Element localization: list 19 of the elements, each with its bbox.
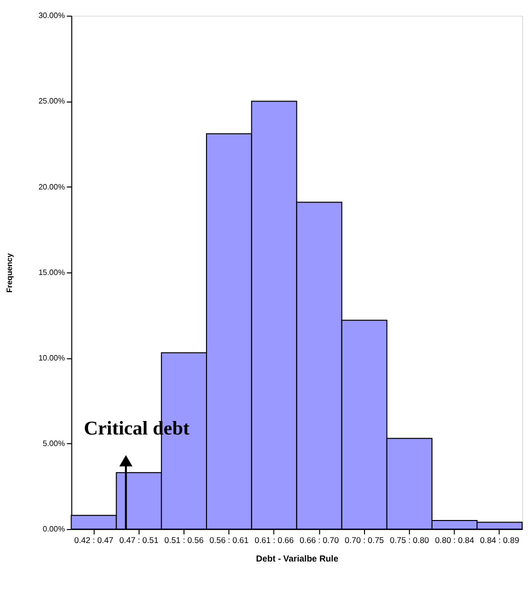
y-tick-label: 5.00% xyxy=(42,438,65,448)
x-tick-label: 0.42 : 0.47 xyxy=(74,535,114,546)
y-tick-label: 0.00% xyxy=(42,524,65,534)
x-tick-label: 0.70 : 0.75 xyxy=(344,535,384,546)
x-tick-label: 0.75 : 0.80 xyxy=(390,535,430,546)
x-tick-label: 0.66 : 0.70 xyxy=(300,535,340,546)
x-axis-title: Debt - Varialbe Rule xyxy=(256,553,338,564)
y-axis-title: Frequency xyxy=(5,252,14,293)
x-tick-label: 0.84 : 0.89 xyxy=(480,535,520,546)
x-tick-label: 0.80 : 0.84 xyxy=(434,535,474,546)
x-tick-label: 0.51 : 0.56 xyxy=(164,535,204,546)
y-tick-label: 15.00% xyxy=(38,268,65,277)
y-tick-label: 30.00% xyxy=(38,11,65,20)
y-tick-label: 20.00% xyxy=(38,182,65,192)
x-tick-label: 0.61 : 0.66 xyxy=(254,535,294,546)
x-tick-label: 0.56 : 0.61 xyxy=(209,535,250,546)
y-tick-label: 10.00% xyxy=(38,353,65,362)
y-tick-label: 25.00% xyxy=(38,96,65,106)
x-tick-label: 0.47 : 0.51 xyxy=(119,535,159,546)
